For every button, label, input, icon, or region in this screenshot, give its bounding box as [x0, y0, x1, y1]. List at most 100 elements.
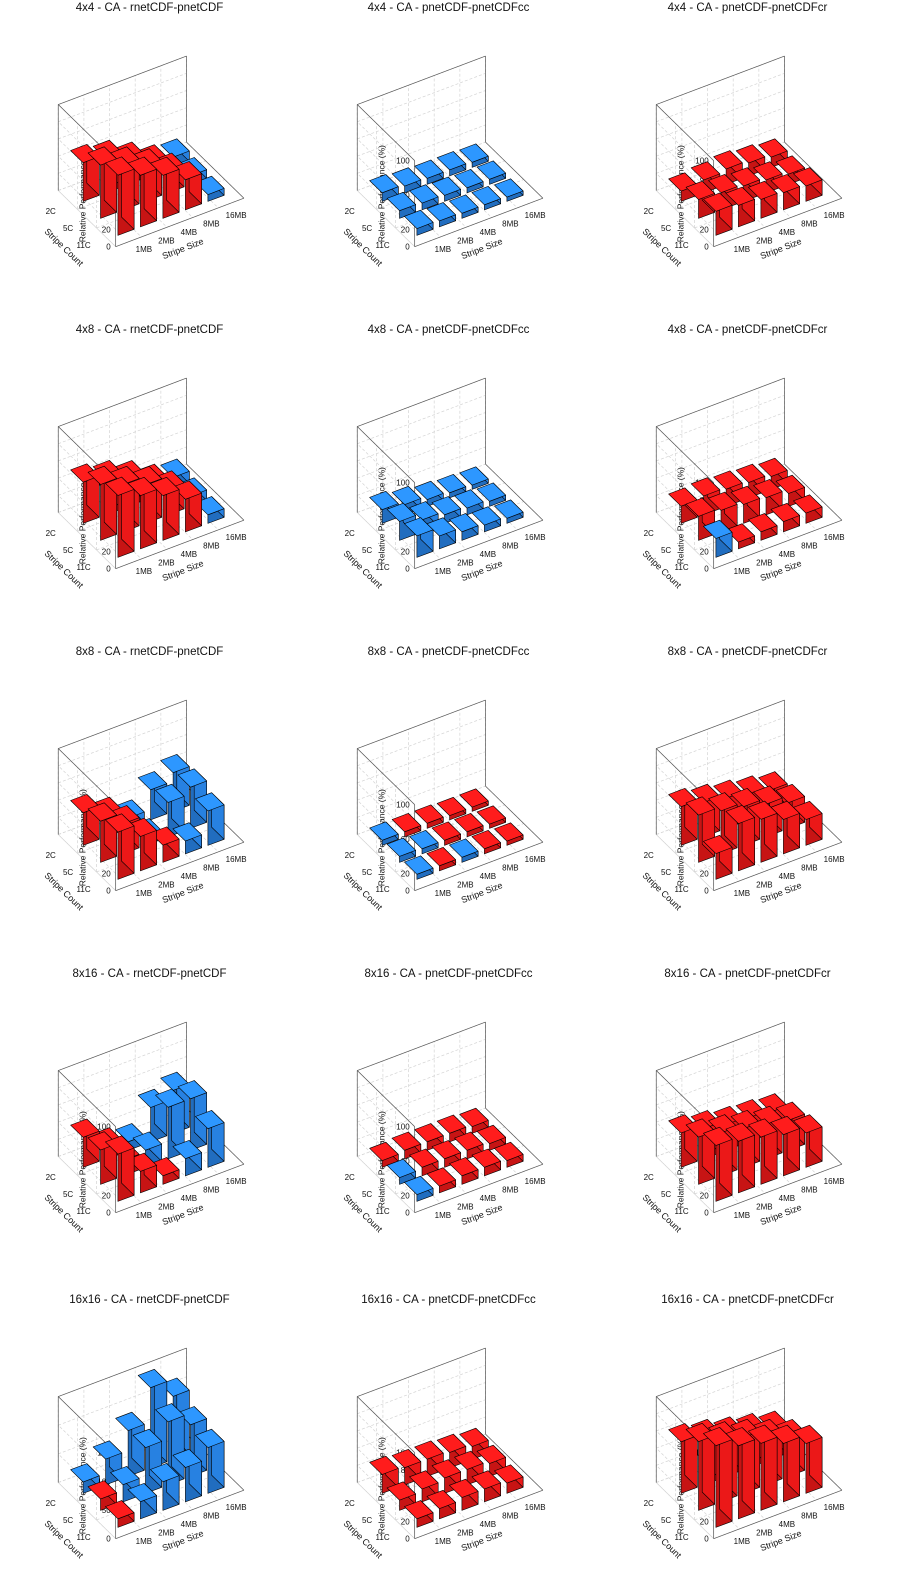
bar-face — [708, 174, 738, 193]
bar-face — [770, 1116, 800, 1135]
grid-line — [357, 512, 415, 569]
bar — [748, 1424, 778, 1511]
axis-line — [713, 519, 843, 569]
axis-line — [357, 1347, 486, 1397]
bar-face — [758, 457, 788, 477]
z-tick-label: 20 — [401, 1191, 410, 1200]
grid-line — [58, 734, 187, 784]
axis-line — [115, 1489, 245, 1539]
bar — [431, 821, 461, 846]
count-tick-label: 11C — [376, 1533, 390, 1542]
bar-face — [436, 1433, 467, 1453]
z-axis-label: Relative Performance (%) — [676, 145, 686, 242]
size-tick-label: 2MB — [457, 1202, 473, 1211]
bar — [105, 156, 135, 236]
bar — [770, 800, 800, 855]
size-tick-label: 4MB — [480, 1520, 496, 1529]
axis-line — [58, 1021, 187, 1071]
bar-face — [703, 1427, 733, 1446]
chart-panel: 8x8 - CA - rnetCDF-pnetCDF020406080100Re… — [0, 646, 299, 946]
chart-panel: 4x8 - CA - rnetCDF-pnetCDF020406080100Re… — [0, 324, 299, 624]
bar-face — [160, 1377, 190, 1397]
bar — [105, 1135, 135, 1202]
chart-plot: 020406080100Relative Performance (%)2C5C… — [640, 377, 845, 591]
bar — [127, 156, 157, 228]
bar-face — [685, 497, 715, 517]
bar-face — [436, 474, 467, 494]
size-tick-label: 8MB — [502, 541, 518, 550]
bar-face — [725, 805, 755, 824]
count-tick-label: 11C — [376, 563, 390, 572]
bar-face — [105, 156, 135, 176]
size-tick-label: 1MB — [734, 1537, 750, 1546]
size-tick-label: 16MB — [525, 855, 546, 864]
count-tick-label: 5C — [362, 1190, 372, 1199]
bar-face — [476, 1444, 506, 1464]
bars — [369, 466, 524, 558]
bar-face — [775, 1101, 805, 1121]
grid-line — [357, 817, 415, 874]
bar-face — [87, 465, 117, 485]
bar-face — [391, 1449, 422, 1468]
count-tick-label: 2C — [345, 1173, 355, 1182]
z-tick-label: 20 — [401, 1517, 410, 1526]
bar-face — [775, 155, 805, 175]
bar — [150, 1463, 180, 1511]
size-tick-label: 2MB — [457, 1528, 473, 1537]
bar-face — [436, 1114, 467, 1134]
grid-line — [357, 1087, 415, 1145]
z-tick-label: 20 — [102, 547, 111, 556]
grid-line — [58, 751, 187, 801]
bars — [369, 143, 524, 236]
grid-line — [58, 124, 187, 174]
bars — [70, 1368, 225, 1528]
bar — [431, 176, 461, 202]
size-tick-label: 8MB — [203, 1511, 219, 1520]
bar — [70, 794, 100, 846]
z-tick-label: 20 — [700, 225, 709, 234]
grid-line — [357, 443, 415, 501]
bar-face — [436, 151, 467, 171]
size-tick-label: 2MB — [756, 1202, 772, 1211]
grid-line — [357, 394, 486, 445]
bar — [426, 202, 456, 228]
bar — [436, 474, 467, 499]
grid-line — [58, 495, 116, 552]
chart-plot: 020406080100Relative Performance (%)2C5C… — [640, 1347, 845, 1561]
bar-face — [713, 150, 743, 170]
z-axis-label: Relative Performance (%) — [676, 467, 686, 564]
axis-line — [115, 519, 245, 569]
bar-face — [758, 138, 788, 158]
bar-face — [150, 156, 180, 176]
grid-line — [77, 482, 206, 532]
bar-face — [127, 1483, 157, 1502]
bar-face — [793, 1424, 823, 1444]
z-tick-label: 20 — [401, 547, 410, 556]
chart-title: 8x8 - CA - pnetCDF-pnetCDFcr — [667, 646, 828, 658]
bar-face — [685, 180, 715, 200]
bar-face — [127, 817, 157, 837]
axis-line — [414, 197, 544, 247]
bar — [730, 485, 760, 524]
grid-line — [656, 1433, 785, 1483]
bar — [431, 1140, 461, 1168]
grid-line — [357, 734, 486, 784]
grid-line — [433, 805, 492, 862]
bar-face — [459, 788, 489, 808]
z-axis-label: Relative Performance (%) — [676, 1437, 686, 1534]
bar-face — [753, 479, 783, 498]
count-tick-label: 2C — [644, 1499, 654, 1508]
bar-face — [748, 1424, 778, 1444]
chart-title: 16x16 - CA - rnetCDF-pnetCDF — [69, 1294, 230, 1306]
grid-line — [675, 1126, 804, 1176]
bar-face — [459, 1107, 489, 1127]
bar — [70, 463, 100, 524]
z-axis-label: Relative Performance (%) — [377, 1437, 387, 1534]
size-tick-label: 2MB — [756, 1528, 772, 1537]
axis-line — [485, 1433, 544, 1491]
count-tick-label: 5C — [63, 868, 73, 877]
z-tick-label: 100 — [396, 479, 410, 488]
bar-face — [436, 797, 467, 816]
grid-line — [656, 90, 785, 140]
bar — [150, 1157, 180, 1185]
